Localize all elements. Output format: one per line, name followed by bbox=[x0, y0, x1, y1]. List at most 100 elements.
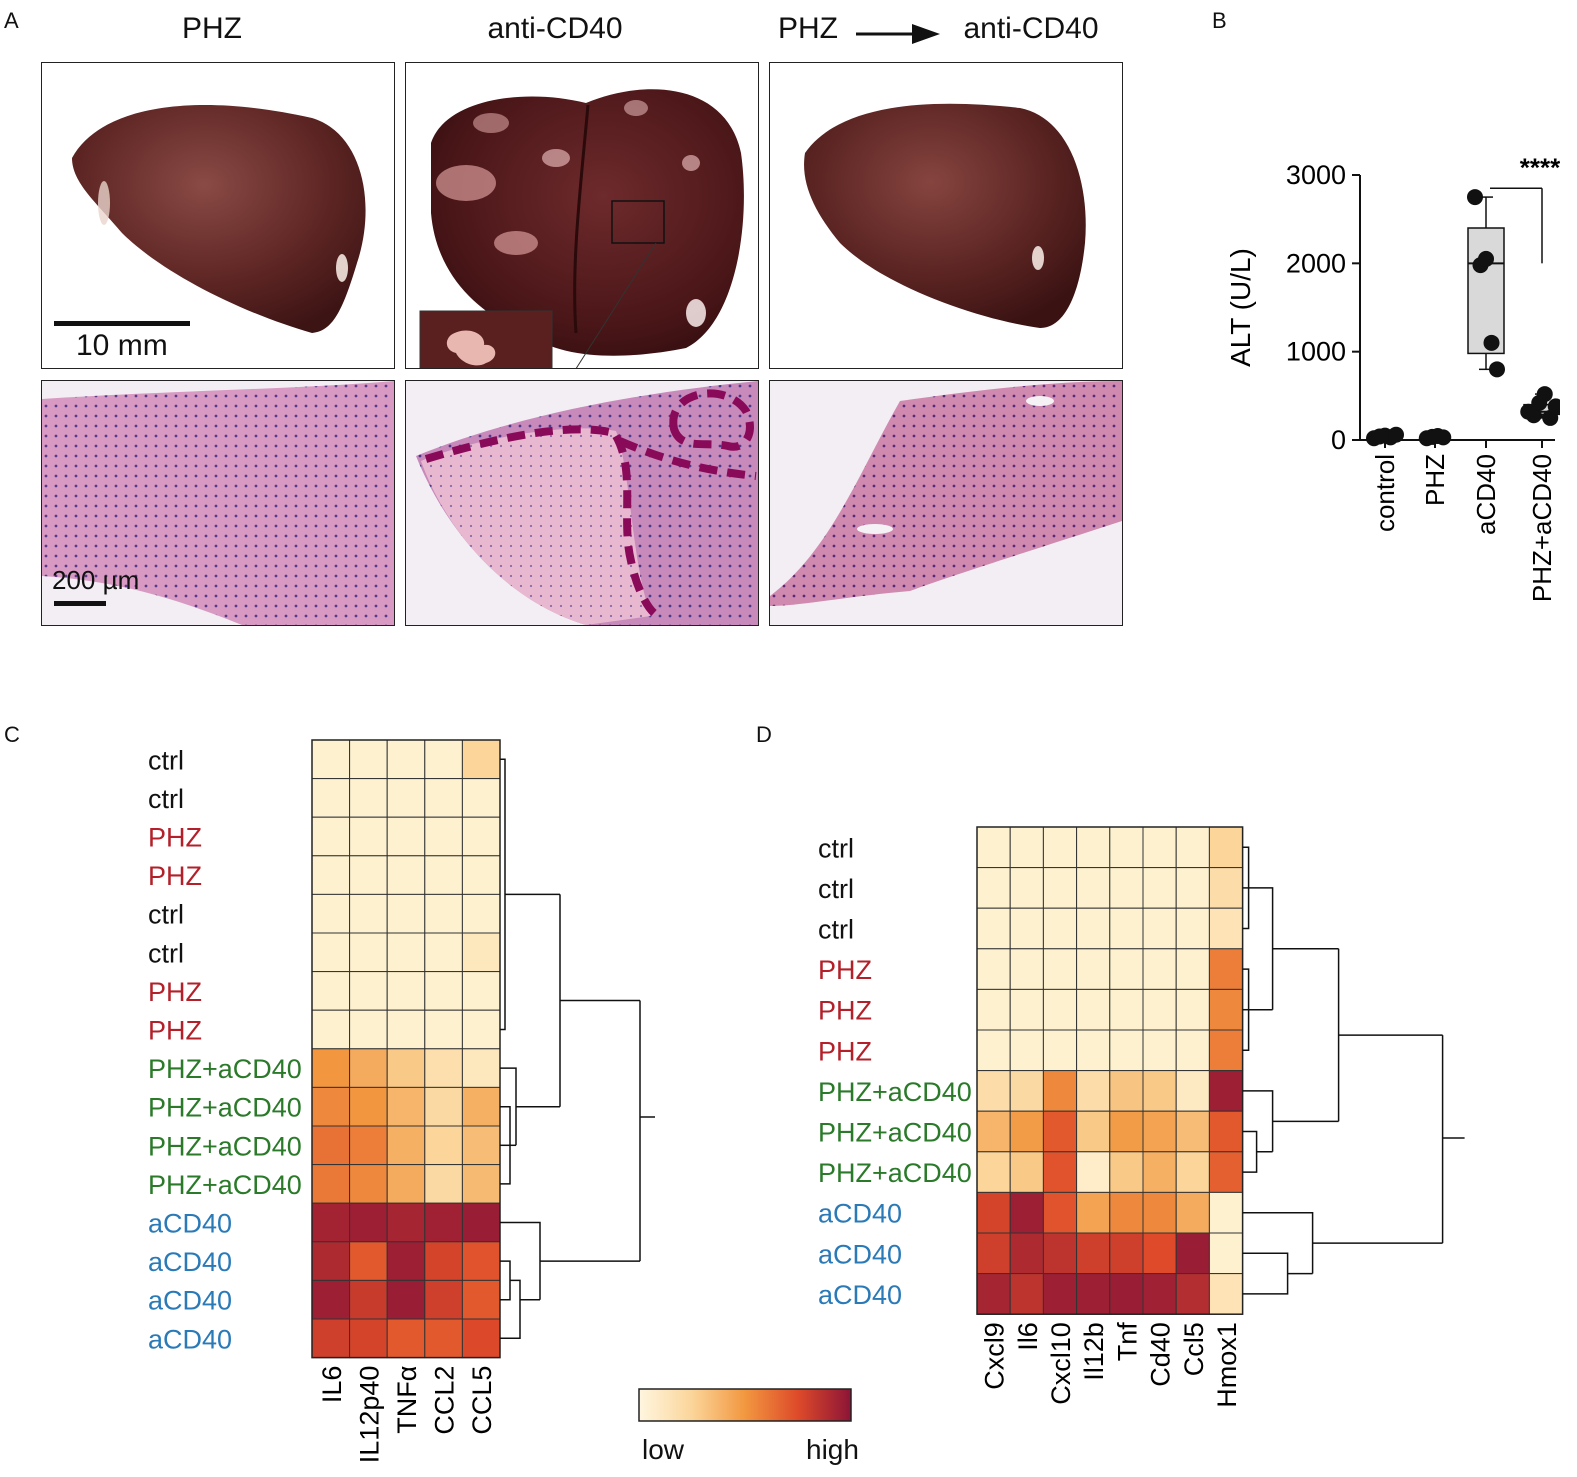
heatmap-cell-hmox1 bbox=[1208, 1110, 1244, 1153]
heatmap-cell-ccl5 bbox=[461, 1164, 501, 1204]
heatmap-cell-ccl5 bbox=[1175, 1029, 1210, 1072]
heatmap-cell-cxcl9 bbox=[976, 1273, 1011, 1315]
heatmap-cell-il6 bbox=[311, 1164, 351, 1204]
heatmap-cell-il12b bbox=[1076, 1191, 1111, 1234]
column-title-anti-cd40: anti-CD40 bbox=[487, 12, 623, 45]
heatmap-cell-ccl5 bbox=[461, 816, 501, 857]
row-label-phz-acd40: PHZ+aCD40 bbox=[818, 1158, 972, 1188]
heatmap-cell-ccl5 bbox=[1175, 907, 1210, 950]
heatmap-cell-cd40 bbox=[1142, 867, 1177, 909]
column-label-hmox1: Hmox1 bbox=[1212, 1322, 1242, 1408]
panel-letter-a: A bbox=[4, 8, 19, 33]
arrow-right-icon bbox=[856, 24, 940, 44]
heatmap-cell-cxcl10 bbox=[1042, 1151, 1078, 1193]
heatmap-cell-il12b bbox=[1076, 988, 1111, 1031]
heatmap-cell-cd40 bbox=[1142, 826, 1177, 869]
heatmap-cell-il12p40 bbox=[349, 893, 388, 934]
heatmap-cell-tnf bbox=[1109, 1232, 1144, 1275]
row-label-phz: PHZ bbox=[818, 1036, 872, 1066]
heatmap-cell-hmox1 bbox=[1208, 826, 1244, 869]
column-label-ccl2: CCL2 bbox=[430, 1366, 460, 1435]
heatmap-cell-cxcl10 bbox=[1042, 867, 1078, 909]
heatmap-cell-ccl5 bbox=[461, 1086, 501, 1127]
heatmap-cell-tnf bbox=[386, 1009, 426, 1050]
column-label-cxcl10: Cxcl10 bbox=[1046, 1322, 1076, 1405]
heatmap-cell-cd40 bbox=[1142, 907, 1177, 950]
heatmap-cell-tnf bbox=[386, 1241, 426, 1281]
row-label-acd40: aCD40 bbox=[148, 1286, 232, 1316]
data-point-acd40 bbox=[1478, 250, 1494, 267]
y-tick-label: 2000 bbox=[1286, 248, 1346, 278]
heatmap-cell-ccl5 bbox=[461, 893, 501, 934]
heatmap-cell-ccl2 bbox=[424, 1164, 463, 1204]
heatmap-cell-cd40 bbox=[1142, 948, 1177, 990]
heatmap-cell-cxcl10 bbox=[1042, 1029, 1078, 1072]
heatmap-cell-il6 bbox=[311, 1048, 351, 1088]
heatmap-cell-ccl5 bbox=[1175, 988, 1210, 1031]
legend-high-label: high bbox=[806, 1434, 859, 1465]
heatmap-cell-cxcl10 bbox=[1042, 1070, 1078, 1112]
heatmap-cell-il6 bbox=[1009, 826, 1044, 869]
heatmap-cell-cxcl9 bbox=[976, 907, 1011, 950]
heatmap-cell-ccl2 bbox=[424, 1048, 463, 1088]
dendrogram-branch bbox=[500, 1279, 521, 1340]
x-tick-label-acd40: aCD40 bbox=[1471, 454, 1501, 535]
heatmap-cell-cxcl9 bbox=[976, 1029, 1011, 1072]
row-label-phz: PHZ bbox=[148, 1016, 202, 1046]
column-title-combo-left: PHZ bbox=[778, 12, 838, 45]
heatmap-cell-hmox1 bbox=[1208, 1029, 1244, 1072]
heatmap-cell-ccl5 bbox=[1175, 826, 1210, 869]
heatmap-cell-ccl2 bbox=[424, 1279, 463, 1320]
heatmap-cell-il12p40 bbox=[349, 1164, 388, 1204]
dendrogram-branch bbox=[1242, 1211, 1314, 1274]
heatmap-cell-hmox1 bbox=[1208, 1273, 1244, 1315]
column-title-combo-right: anti-CD40 bbox=[963, 12, 1099, 45]
column-label-il12b: Il12b bbox=[1079, 1322, 1109, 1381]
data-point-acd40 bbox=[1489, 361, 1505, 378]
heatmap-border bbox=[976, 826, 1244, 1315]
heatmap-cell-tnf bbox=[1109, 1029, 1144, 1072]
column-title-phz: PHZ bbox=[182, 12, 242, 45]
heatmap-cell-tnf bbox=[386, 855, 426, 895]
heatmap-cell-hmox1 bbox=[1208, 988, 1244, 1031]
heatmap-cell-cxcl10 bbox=[1042, 1110, 1078, 1153]
heatmap-cell-tnf bbox=[386, 971, 426, 1011]
row-label-acd40: aCD40 bbox=[148, 1324, 232, 1354]
heatmap-cell-il6 bbox=[311, 778, 351, 818]
x-tick-label-control: control bbox=[1370, 454, 1400, 532]
data-point-phz-acd40 bbox=[1525, 407, 1542, 424]
heatmap-cell-cxcl10 bbox=[1042, 826, 1078, 869]
row-label-ctrl: ctrl bbox=[148, 784, 184, 814]
heatmap-cell-il6 bbox=[311, 1009, 351, 1050]
heatmap-cell-ccl2 bbox=[424, 1318, 463, 1359]
row-label-phz: PHZ bbox=[148, 823, 202, 853]
histology-anti-cd40 bbox=[405, 380, 759, 626]
row-label-ctrl: ctrl bbox=[148, 745, 184, 775]
heatmap-cell-ccl5 bbox=[461, 1241, 501, 1281]
data-point-phz bbox=[1435, 429, 1452, 446]
dendrogram-branch bbox=[1242, 1090, 1274, 1152]
heatmap-cell-tnf bbox=[386, 1125, 426, 1166]
heatmap-cell-ccl2 bbox=[424, 855, 463, 895]
heatmap-cell-cxcl9 bbox=[976, 1151, 1011, 1193]
heatmap-cell-hmox1 bbox=[1208, 1191, 1244, 1234]
heatmap-cell-il6 bbox=[311, 893, 351, 934]
dendrogram-branch bbox=[500, 1067, 517, 1146]
data-point-phz-acd40 bbox=[1536, 386, 1553, 403]
heatmap-cell-cxcl9 bbox=[976, 1191, 1011, 1234]
heatmap-cell-il12b bbox=[1076, 1029, 1111, 1072]
heatmap-cell-cxcl10 bbox=[1042, 988, 1078, 1031]
heatmap-cell-ccl5 bbox=[1175, 1232, 1210, 1275]
column-label-cd40: Cd40 bbox=[1146, 1322, 1176, 1387]
heatmap-cell-il6 bbox=[311, 855, 351, 895]
heatmap-cell-tnf bbox=[1109, 826, 1144, 869]
heatmap-cell-il6 bbox=[311, 1318, 351, 1359]
heatmap-cell-ccl2 bbox=[424, 1241, 463, 1281]
heatmap-cell-cxcl9 bbox=[976, 1110, 1011, 1153]
heatmap-cell-tnf bbox=[1109, 867, 1144, 909]
heatmap-cell-hmox1 bbox=[1208, 948, 1244, 990]
heatmap-cell-il12p40 bbox=[349, 1009, 388, 1050]
legend-low-label: low bbox=[642, 1434, 685, 1465]
scale-bar-10mm bbox=[54, 321, 190, 326]
heatmap-cell-tnf bbox=[386, 739, 426, 780]
